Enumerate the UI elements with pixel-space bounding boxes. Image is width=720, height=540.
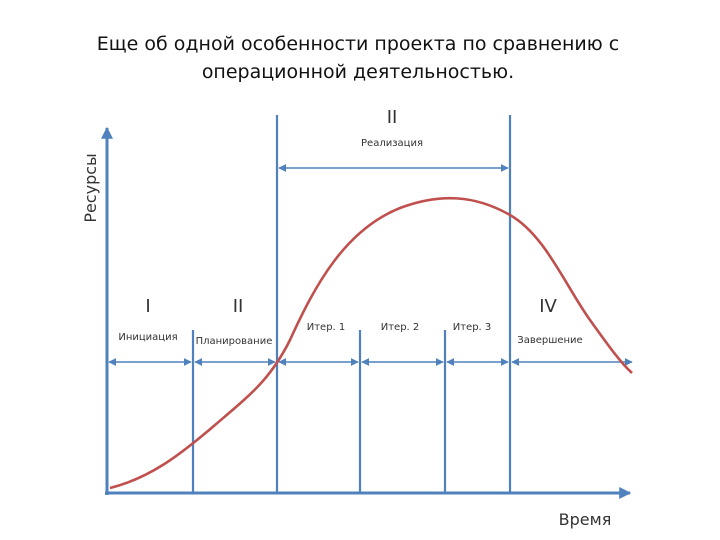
phase-label: Планирование xyxy=(196,336,273,347)
title-line: операционной деятельностью. xyxy=(202,61,514,83)
x-axis-label: Время xyxy=(559,510,612,529)
phase-arrows xyxy=(108,164,633,366)
phase-label: Завершение xyxy=(517,335,582,346)
title-line: Еще об одной особенности проекта по срав… xyxy=(97,33,620,55)
phase-numeral: I xyxy=(145,296,150,317)
phase-label: Итер. 2 xyxy=(381,322,420,333)
y-axis-label: Ресурсы xyxy=(81,153,100,222)
phase-label: Реализация xyxy=(361,138,423,149)
phase-label: Инициация xyxy=(118,332,177,343)
resource-curve xyxy=(109,196,633,490)
phase-numeral: II xyxy=(233,296,244,317)
phase-label: Итер. 3 xyxy=(453,322,492,333)
dividers xyxy=(191,115,512,493)
phase-numeral: II xyxy=(387,107,398,128)
phase-label: Итер. 1 xyxy=(307,322,346,333)
phase-numeral: IV xyxy=(539,296,557,317)
